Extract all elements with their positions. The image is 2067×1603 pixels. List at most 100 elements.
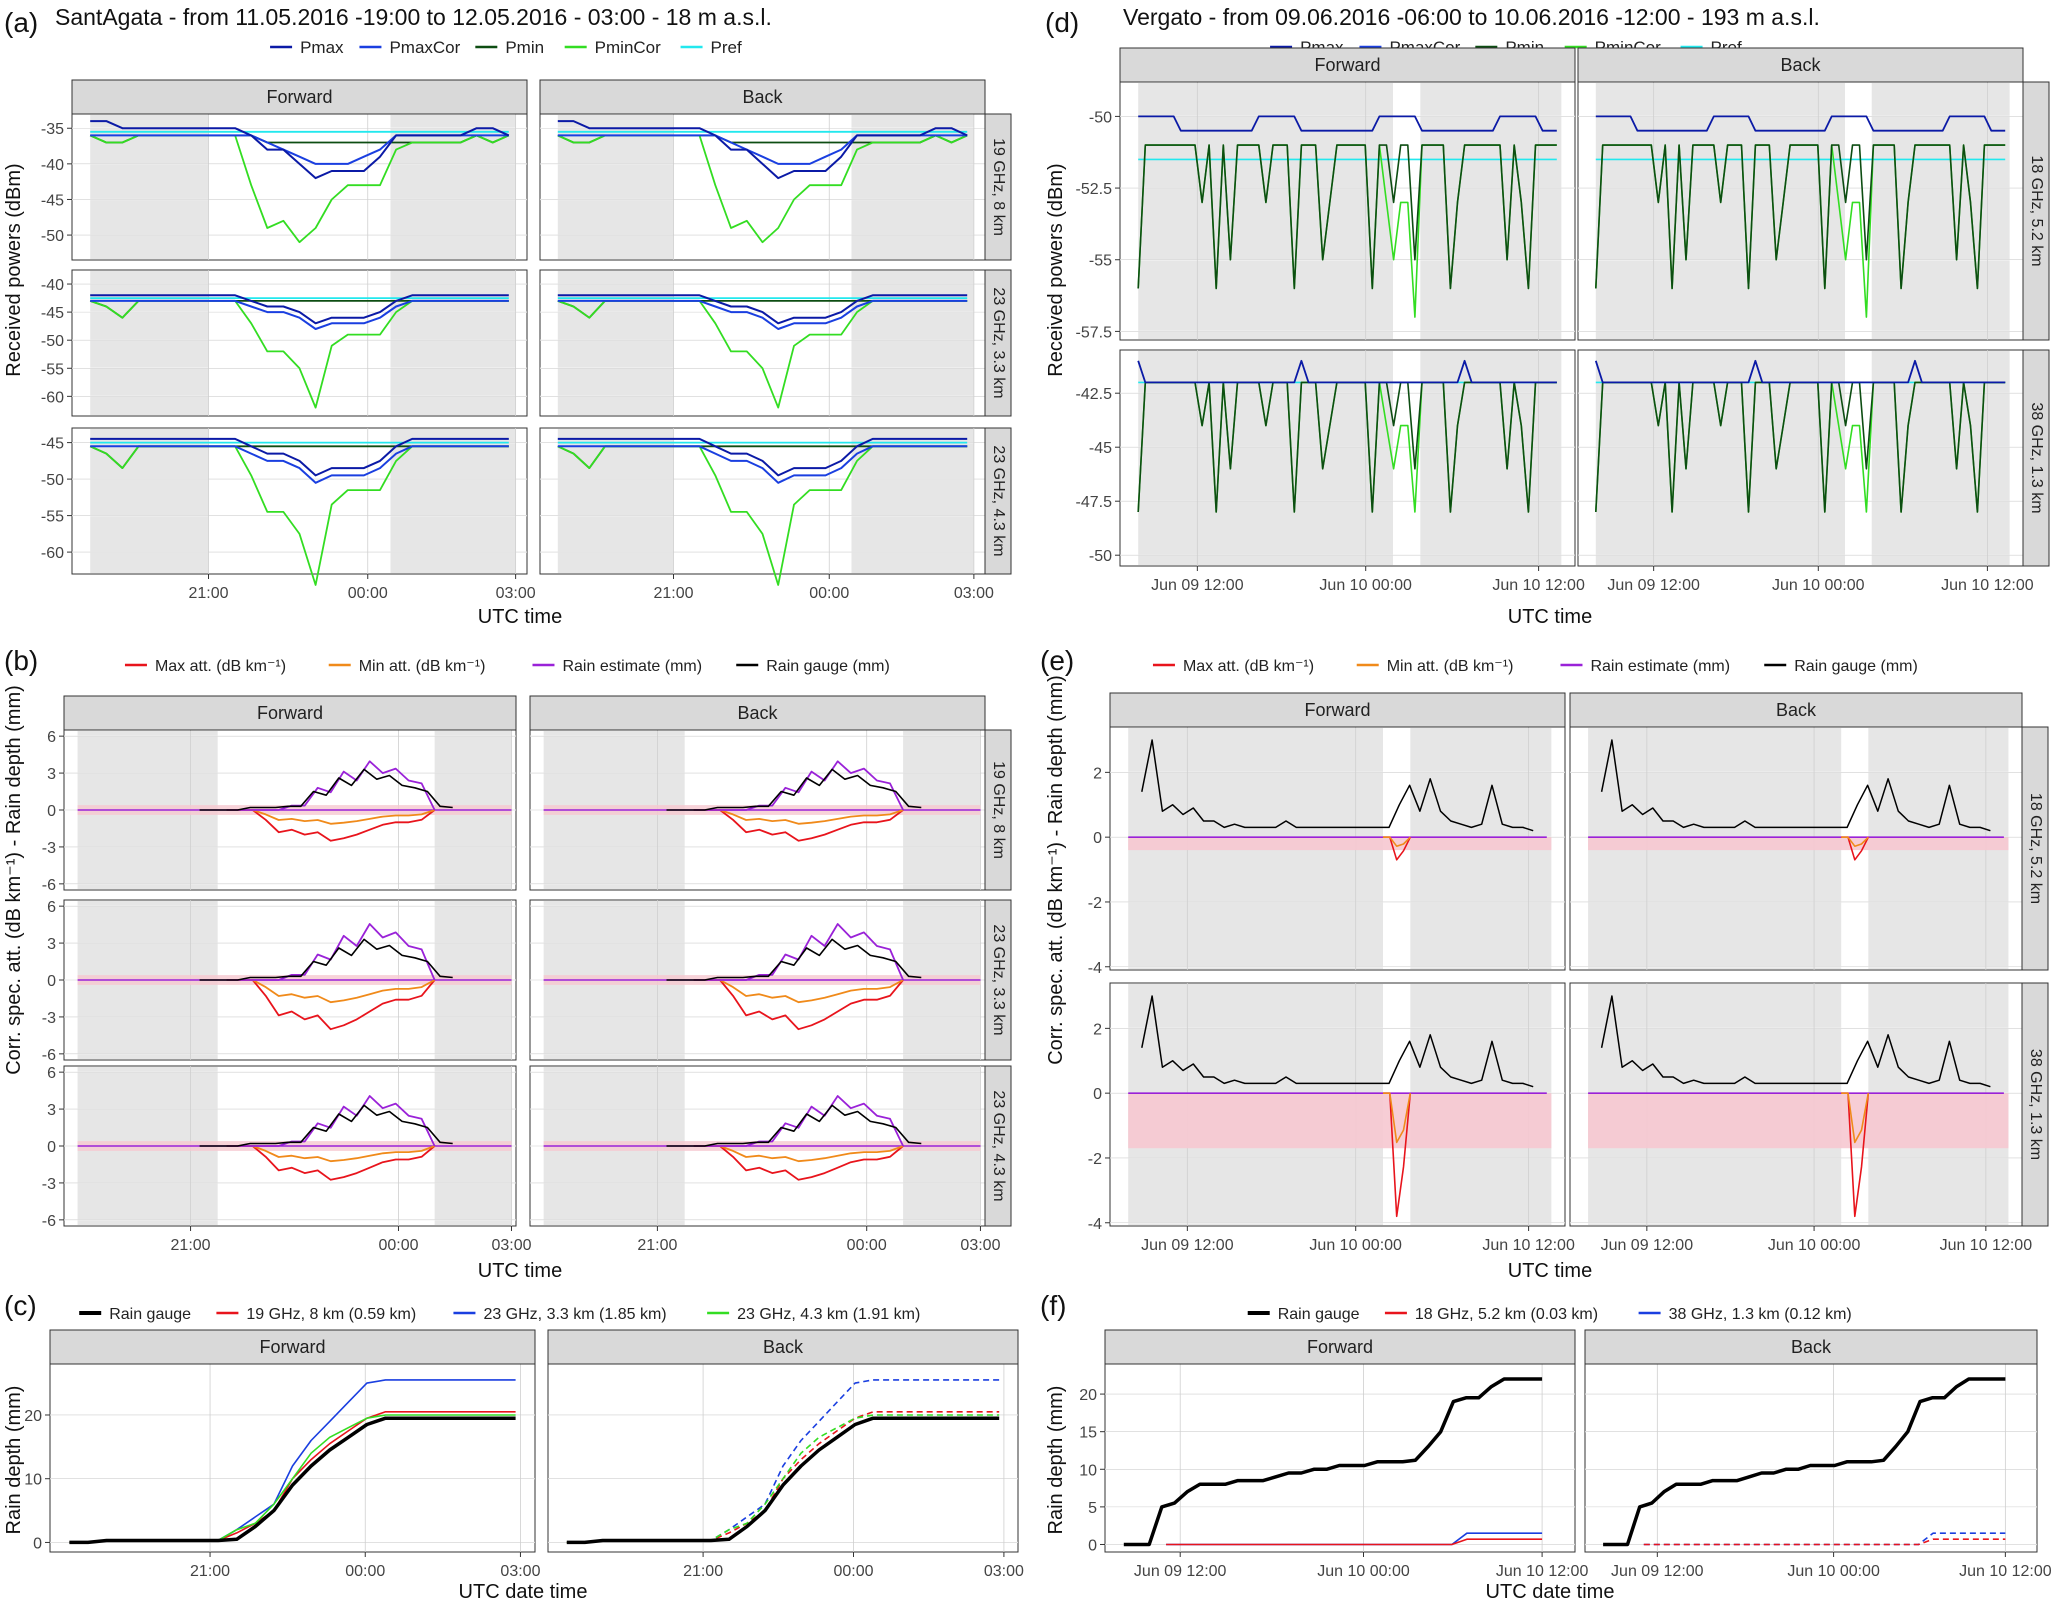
panel-f-col1: Back Jun 09 12:00 Jun 10 00:00 Jun 10 12:00 [1584,1329,2052,1580]
facet-strip [1104,1329,1576,1365]
night-shading [1420,83,1562,339]
series-rain-gauge [199,1104,453,1147]
panel-d-row0-col1: Back 18 GHz, 5.2 km [1577,47,2050,341]
x-tick-label: Jun 10 12:00 [1496,1563,1589,1580]
series-rain-estimate [226,1095,436,1147]
legend-label: Rain estimate (mm) [562,658,702,675]
series-max-att [226,1145,436,1181]
panel-background [547,1363,1019,1553]
series-rain-gauge [666,768,922,811]
series-min-att [226,979,436,1004]
x-tick-label: 21:00 [171,1237,211,1254]
facet-strip [1577,47,2024,83]
series-Pmin [1595,144,2006,290]
panel-b-row2-col1: 23 GHz, 4.3 km 21:00 00:00 03:00 [529,1065,1012,1254]
x-axis-title-e: UTC time [1508,1260,1592,1282]
x-tick-label: Jun 09 12:00 [1601,1237,1694,1254]
x-tick-label: Jun 09 12:00 [1151,577,1244,594]
y-tick-label: -4 [1088,960,1102,977]
series-min-att [693,809,904,825]
x-axis-title-d: UTC time [1508,606,1592,628]
series-rain-gauge [566,1416,1000,1545]
panel-background [1104,1363,1576,1553]
night-shading [390,115,516,259]
x-tick-label: Jun 09 12:00 [1134,1563,1227,1580]
series-rain-estimate [226,760,436,811]
facet-strip-label: Back [763,1337,804,1357]
series-min-att [226,809,435,825]
legend-label: Pref [711,38,742,57]
row-strip [2022,81,2050,341]
x-tick-label: 21:00 [653,585,693,602]
y-tick-label: -45 [41,436,64,453]
y-tick-label: 6 [47,1065,56,1082]
legend-label: Rain gauge [109,1306,191,1323]
y-tick-label: -52.5 [1076,181,1113,198]
x-axis-title-f: UTC date time [1486,1581,1615,1603]
series-rain-gauge [1603,1377,2006,1547]
row-strip [2021,982,2049,1227]
row-strip-label: 38 GHz, 1.3 km [2028,402,2045,513]
panel-b-row0-col0: Forward 6 3 0 -3 -6 [42,695,517,894]
facet-strip [529,695,986,731]
y-tick-label: -35 [41,121,64,138]
series-Pmax [1594,359,2006,384]
x-tick-label: 21:00 [637,1237,677,1254]
legend-label: Rain estimate (mm) [1590,658,1730,675]
series-rain-gauge [1600,739,1991,832]
y-tick-label: -45 [41,305,64,322]
x-tick-label: Jun 10 12:00 [1492,577,1585,594]
panel-title-a: SantAgata - from 11.05.2016 -19:00 to 12… [55,4,772,30]
facet-strip [1119,47,1576,83]
panel-letter-b: (b) [4,645,38,676]
row-strip-label: 18 GHz, 5.2 km [2028,155,2045,266]
y-tick-label: -50 [41,472,64,489]
night-shading [1595,83,1845,339]
uncertainty-band [1128,1093,1552,1149]
y-tick-label: 3 [47,936,56,953]
series-min-att [1841,836,1869,848]
series-min-att [226,1145,435,1163]
y-axis-title-a: Received powers (dBm) [3,163,25,376]
series-18ghz [1643,1538,2006,1546]
series-rain-gauge [666,1104,922,1147]
series-min-att [1841,1092,1870,1144]
night-shading [390,429,516,573]
series-max-att [693,809,904,842]
y-tick-label: -3 [42,1010,56,1027]
series-PmaxCor [557,445,968,484]
legend-label: 18 GHz, 5.2 km (0.03 km) [1415,1306,1598,1323]
panel-e-row0-col1: Back 18 GHz, 5.2 km [1569,692,2049,971]
x-tick-label: Jun 10 00:00 [1317,1563,1410,1580]
x-tick-label: Jun 10 00:00 [1787,1563,1880,1580]
y-tick-label: -45 [1089,440,1112,457]
y-tick-label: -6 [42,877,56,894]
y-axis-title-b: Corr. spec. att. (dB km⁻¹) - Rain depth … [3,685,25,1075]
series-Pmax [90,294,509,325]
panel-b-row0-col1: Back 19 GHz, 8 km [529,695,1012,891]
night-shading [1595,351,1845,565]
row-strip [2022,349,2050,567]
row-strip-label: 23 GHz, 4.3 km [990,1090,1007,1201]
series-rain-gauge [199,938,453,981]
x-tick-label: Jun 10 00:00 [1319,577,1412,594]
series-Pmax [557,294,968,325]
y-tick-label: -2 [1088,1151,1102,1168]
x-tick-label: 00:00 [847,1237,887,1254]
facet-strip-label: Forward [1304,700,1370,720]
y-tick-label: 3 [47,766,56,783]
y-tick-label: -57.5 [1076,324,1113,341]
x-tick-label: 03:00 [984,1563,1024,1580]
y-tick-label: 10 [24,1472,42,1489]
y-tick-label: -3 [42,840,56,857]
uncertainty-band [1588,837,2009,851]
series-min-att [1383,836,1411,848]
x-tick-label: 21:00 [188,585,228,602]
y-tick-label: 6 [47,899,56,916]
x-tick-label: 03:00 [496,585,536,602]
facet-strip-label: Back [742,87,783,107]
panel-a-row1-col1: 23 GHz, 3.3 km [539,269,1012,417]
y-tick-label: 10 [1079,1462,1097,1479]
legend-label: 23 GHz, 3.3 km (1.85 km) [483,1306,666,1323]
facet-strip [1584,1329,2038,1365]
